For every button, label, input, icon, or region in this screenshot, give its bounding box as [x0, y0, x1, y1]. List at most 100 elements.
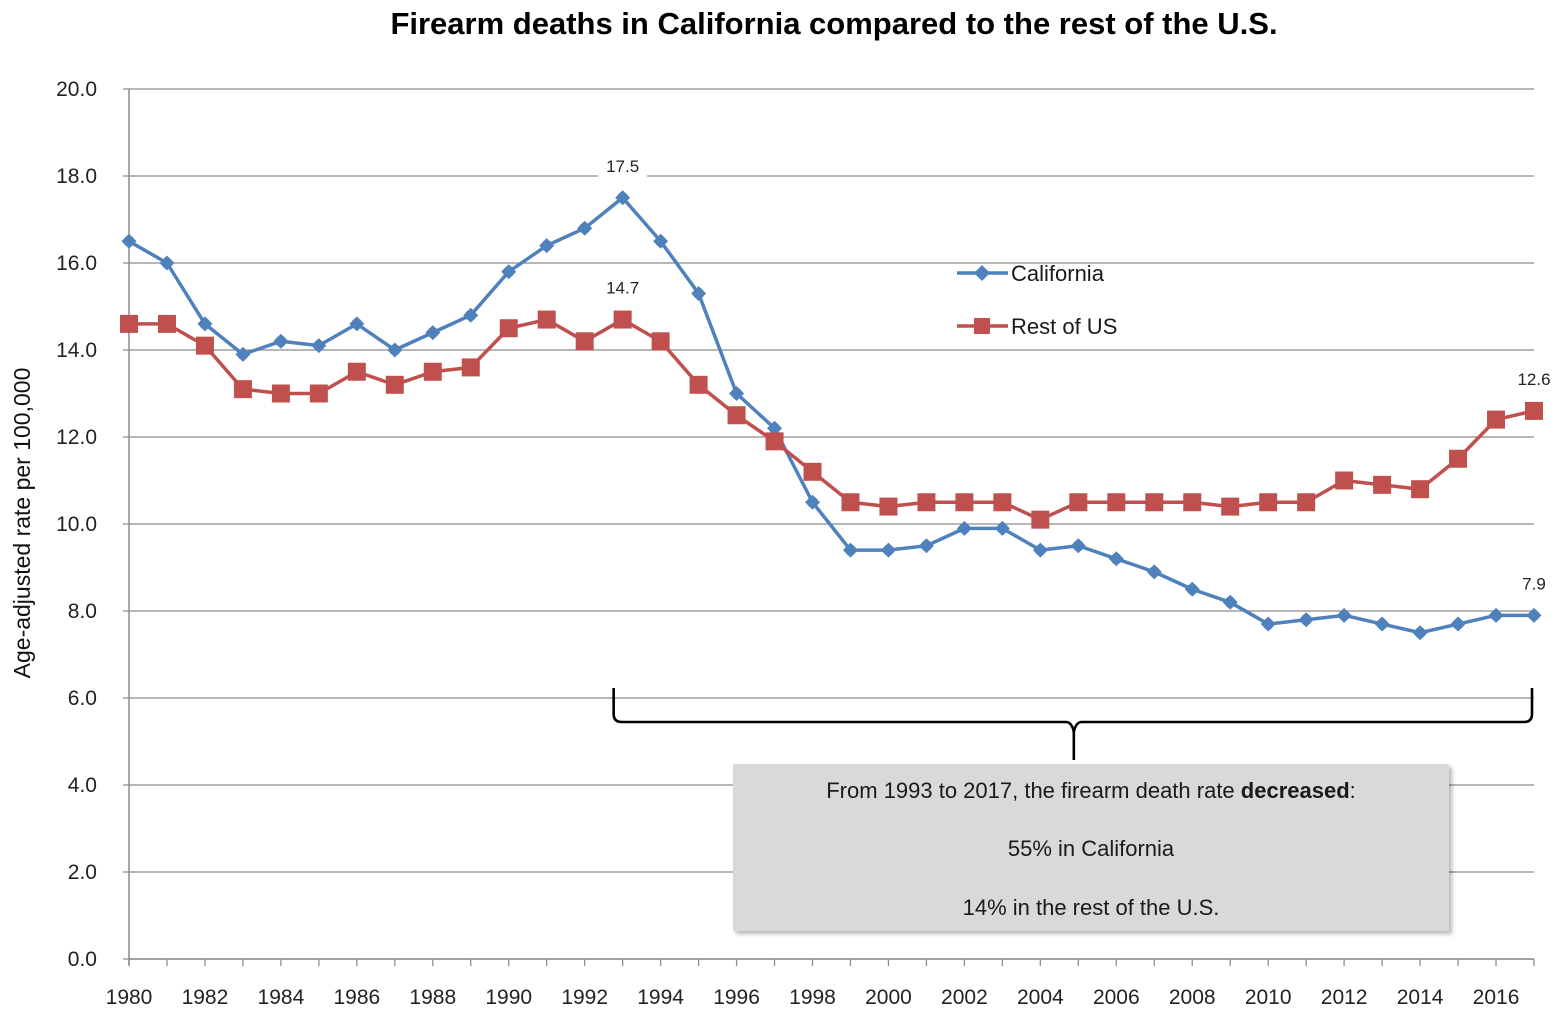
- legend: California Rest of US: [957, 261, 1117, 339]
- data-point-core: [1148, 566, 1160, 578]
- x-tick-label: 1992: [561, 986, 608, 1009]
- data-point-core: [882, 544, 894, 556]
- annotation-line-1-prefix: From 1993 to 2017, the firearm death rat…: [826, 778, 1241, 803]
- data-point: [689, 375, 708, 394]
- y-tick-label: 6.0: [68, 687, 97, 710]
- data-point-core: [1338, 609, 1350, 621]
- data-point-core: [731, 388, 743, 399]
- data-point-core: [1452, 618, 1464, 630]
- data-point-core: [389, 344, 401, 356]
- data-point: [1069, 493, 1088, 512]
- data-point-core: [617, 192, 629, 204]
- data-point-core: [769, 422, 781, 434]
- data-point: [537, 310, 556, 329]
- data-point: [1031, 510, 1050, 529]
- data-point-core: [123, 235, 135, 247]
- y-tick-label: 10.0: [56, 513, 97, 536]
- y-tick-label: 20.0: [56, 78, 97, 101]
- x-tick-label: 2014: [1397, 986, 1444, 1009]
- data-point: [651, 332, 670, 351]
- y-tick-label: 18.0: [56, 165, 97, 188]
- data-point-core: [958, 522, 970, 534]
- data-point: [1145, 493, 1164, 512]
- x-tick-label: 1996: [713, 986, 760, 1009]
- data-point: [1221, 497, 1240, 516]
- annotation-emphasis: decreased: [1240, 778, 1350, 803]
- y-tick-label: 4.0: [68, 774, 97, 797]
- data-point: [1183, 493, 1202, 512]
- y-tick-label: 12.0: [56, 426, 97, 449]
- x-tick-label: 1988: [409, 986, 456, 1009]
- x-tick-label: 1982: [182, 986, 229, 1009]
- data-point: [917, 493, 936, 512]
- data-label-background: [598, 276, 648, 300]
- data-point: [157, 314, 176, 333]
- data-point: [195, 336, 214, 355]
- data-label: 14.7: [606, 279, 639, 298]
- data-point-core: [237, 348, 249, 360]
- data-point-core: [807, 496, 819, 508]
- data-point: [423, 362, 442, 381]
- data-point: [271, 384, 290, 403]
- data-label-background: [1514, 572, 1554, 596]
- x-tick-label: 2008: [1169, 986, 1216, 1009]
- x-tick-label: 2004: [1017, 986, 1064, 1009]
- data-point-core: [1300, 614, 1312, 626]
- data-point-core: [541, 240, 553, 252]
- data-point-core: [161, 257, 173, 269]
- data-point-core: [1186, 583, 1198, 595]
- data-label-background: [1509, 367, 1559, 391]
- data-point: [1373, 475, 1392, 494]
- y-axis-label: Age-adjusted rate per 100,000: [9, 368, 35, 679]
- annotation-line-3: 14% in the rest of the U.S.: [962, 895, 1220, 920]
- data-point: [575, 332, 594, 351]
- annotation-bracket: [612, 688, 1534, 760]
- data-point-core: [693, 287, 705, 299]
- data-point: [1411, 480, 1430, 499]
- x-tick-label: 2012: [1321, 986, 1368, 1009]
- data-point-core: [579, 222, 591, 234]
- data-point-core: [1262, 618, 1274, 630]
- series-layer: [120, 190, 1543, 641]
- data-point-core: [313, 340, 325, 352]
- y-tick-label: 0.0: [68, 948, 97, 971]
- data-point: [120, 314, 138, 333]
- data-point: [1487, 410, 1506, 429]
- legend-item-california: California: [957, 261, 1105, 286]
- data-point-core: [1528, 609, 1540, 621]
- data-labels: 17.5 14.7 12.6 7.9: [598, 154, 1559, 596]
- data-point: [1449, 449, 1468, 468]
- axes: 0.0 2.0 4.0 6.0 8.0 10.0 12.0 14.0 16.0 18.0 20.0 1…: [56, 78, 1535, 1009]
- x-tick-label: 2016: [1473, 986, 1520, 1009]
- series-rest-of-us: [120, 310, 1543, 529]
- data-point-core: [1376, 618, 1388, 630]
- data-point: [803, 462, 822, 481]
- annotation-line-1: From 1993 to 2017, the firearm death rat…: [733, 778, 1449, 804]
- x-tick-label: 2006: [1093, 986, 1140, 1009]
- data-label: 7.9: [1522, 574, 1546, 593]
- data-point-core: [920, 540, 932, 552]
- data-point-core: [655, 235, 667, 247]
- data-point: [613, 310, 632, 329]
- annotation-line-1-suffix: :: [1349, 778, 1356, 803]
- y-tick-label: 8.0: [68, 600, 97, 623]
- annotation-line-2: 55% in California: [1007, 836, 1175, 861]
- data-point: [1107, 493, 1126, 512]
- x-tick-label: 1984: [258, 986, 305, 1009]
- x-tick-label: 2000: [865, 986, 912, 1009]
- annotation-box: From 1993 to 2017, the firearm death rat…: [733, 764, 1449, 931]
- data-point: [461, 358, 480, 377]
- data-point: [1259, 493, 1278, 512]
- data-point-core: [1034, 544, 1046, 556]
- x-tick-label: 2010: [1245, 986, 1292, 1009]
- data-label: 17.5: [606, 157, 639, 176]
- data-point: [499, 319, 518, 338]
- data-point-core: [275, 335, 287, 347]
- x-tick-label: 1998: [789, 986, 836, 1009]
- diamond-marker-icon: [974, 265, 990, 281]
- legend-label-rest-of-us: Rest of US: [1011, 314, 1117, 339]
- data-label-background: [598, 154, 648, 178]
- y-tick-label: 14.0: [56, 339, 97, 362]
- data-point: [1525, 401, 1543, 420]
- data-label: 12.6: [1517, 370, 1550, 389]
